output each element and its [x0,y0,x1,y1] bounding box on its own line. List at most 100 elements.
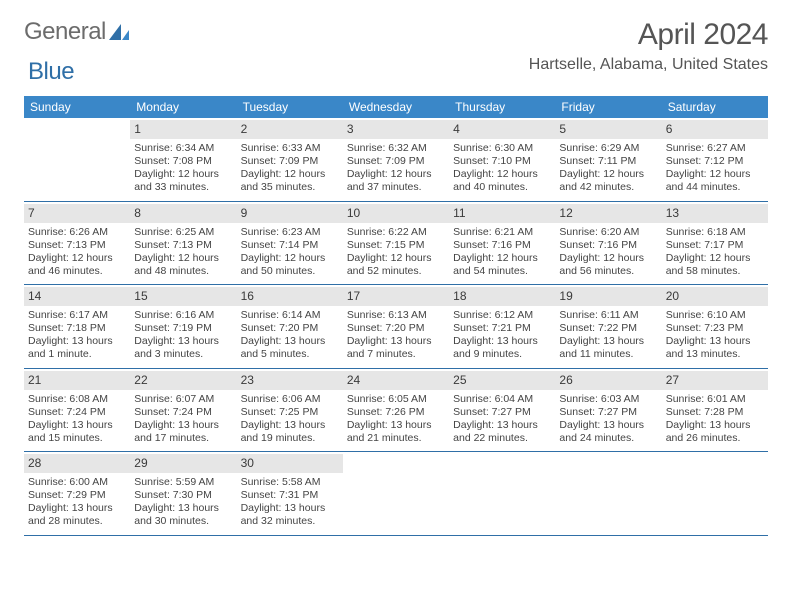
sunrise-text: Sunrise: 6:10 AM [666,309,764,322]
day-cell: 11Sunrise: 6:21 AMSunset: 7:16 PMDayligh… [449,202,555,285]
day-cell: 28Sunrise: 6:00 AMSunset: 7:29 PMDayligh… [24,452,130,535]
day-number: 20 [662,287,768,306]
daylight-text: Daylight: 12 hours and 50 minutes. [241,252,339,278]
day-cell [555,452,661,535]
sunset-text: Sunset: 7:09 PM [241,155,339,168]
sunset-text: Sunset: 7:17 PM [666,239,764,252]
day-number: 13 [662,204,768,223]
week-row: 14Sunrise: 6:17 AMSunset: 7:18 PMDayligh… [24,285,768,369]
sunrise-text: Sunrise: 6:29 AM [559,142,657,155]
daylight-text: Daylight: 12 hours and 54 minutes. [453,252,551,278]
day-number: 9 [237,204,343,223]
daylight-text: Daylight: 13 hours and 32 minutes. [241,502,339,528]
sunset-text: Sunset: 7:10 PM [453,155,551,168]
day-cell: 19 Sunrise: 6:11 AMSunset: 7:22 PMDayligh… [555,285,661,368]
daylight-text: Daylight: 13 hours and 15 minutes. [28,419,126,445]
day-cell: 25Sunrise: 6:04 AMSunset: 7:27 PMDayligh… [449,369,555,452]
sunrise-text: Sunrise: 6:20 AM [559,226,657,239]
sunrise-text: Sunrise: 6:25 AM [134,226,232,239]
daylight-text: Daylight: 13 hours and 19 minutes. [241,419,339,445]
sunset-text: Sunset: 7:24 PM [134,406,232,419]
sunset-text: Sunset: 7:23 PM [666,322,764,335]
day-cell: 5Sunrise: 6:29 AMSunset: 7:11 PMDaylight… [555,118,661,201]
week-row: 28Sunrise: 6:00 AMSunset: 7:29 PMDayligh… [24,452,768,536]
daylight-text: Daylight: 13 hours and 21 minutes. [347,419,445,445]
sunrise-text: Sunrise: 6:08 AM [28,393,126,406]
day-number: 25 [449,371,555,390]
day-number: 1 [130,120,236,139]
sunset-text: Sunset: 7:11 PM [559,155,657,168]
day-number: 12 [555,204,661,223]
daylight-text: Daylight: 13 hours and 28 minutes. [28,502,126,528]
day-cell: 21Sunrise: 6:08 AMSunset: 7:24 PMDayligh… [24,369,130,452]
day-cell: 4Sunrise: 6:30 AMSunset: 7:10 PMDaylight… [449,118,555,201]
sunset-text: Sunset: 7:25 PM [241,406,339,419]
weekday-label: Monday [130,96,236,118]
sunrise-text: Sunrise: 6:23 AM [241,226,339,239]
daylight-text: Daylight: 13 hours and 11 minutes. [559,335,657,361]
day-number: 8 [130,204,236,223]
day-number: 18 [449,287,555,306]
daylight-text: Daylight: 13 hours and 5 minutes. [241,335,339,361]
weeks-container: 1Sunrise: 6:34 AMSunset: 7:08 PMDaylight… [24,118,768,536]
weekday-label: Thursday [449,96,555,118]
day-number: 5 [555,120,661,139]
sunset-text: Sunset: 7:16 PM [559,239,657,252]
weekday-header: Sunday Monday Tuesday Wednesday Thursday… [24,96,768,118]
sunset-text: Sunset: 7:16 PM [453,239,551,252]
day-number: 7 [24,204,130,223]
daylight-text: Daylight: 13 hours and 9 minutes. [453,335,551,361]
sunrise-text: Sunrise: 6:01 AM [666,393,764,406]
daylight-text: Daylight: 12 hours and 44 minutes. [666,168,764,194]
day-cell: 17Sunrise: 6:13 AMSunset: 7:20 PMDayligh… [343,285,449,368]
day-cell: 3Sunrise: 6:32 AMSunset: 7:09 PMDaylight… [343,118,449,201]
daylight-text: Daylight: 13 hours and 26 minutes. [666,419,764,445]
sunrise-text: Sunrise: 6:11 AM [559,309,657,322]
sunset-text: Sunset: 7:24 PM [28,406,126,419]
sail-icon [108,23,130,41]
daylight-text: Daylight: 13 hours and 30 minutes. [134,502,232,528]
sunset-text: Sunset: 7:31 PM [241,489,339,502]
daylight-text: Daylight: 12 hours and 35 minutes. [241,168,339,194]
logo-word-2: Blue [28,58,74,86]
day-number: 14 [24,287,130,306]
weekday-label: Sunday [24,96,130,118]
day-number: 19 [555,287,661,306]
day-cell [343,452,449,535]
daylight-text: Daylight: 12 hours and 58 minutes. [666,252,764,278]
day-cell: 1Sunrise: 6:34 AMSunset: 7:08 PMDaylight… [130,118,236,201]
sunrise-text: Sunrise: 6:22 AM [347,226,445,239]
sunrise-text: Sunrise: 6:13 AM [347,309,445,322]
sunset-text: Sunset: 7:22 PM [559,322,657,335]
day-number: 22 [130,371,236,390]
sunset-text: Sunset: 7:28 PM [666,406,764,419]
day-number: 28 [24,454,130,473]
sunset-text: Sunset: 7:15 PM [347,239,445,252]
day-cell [662,452,768,535]
day-cell: 27Sunrise: 6:01 AMSunset: 7:28 PMDayligh… [662,369,768,452]
daylight-text: Daylight: 12 hours and 40 minutes. [453,168,551,194]
day-cell: 16Sunrise: 6:14 AMSunset: 7:20 PMDayligh… [237,285,343,368]
day-cell: 30Sunrise: 5:58 AMSunset: 7:31 PMDayligh… [237,452,343,535]
location-text: Hartselle, Alabama, United States [529,56,768,74]
day-number: 17 [343,287,449,306]
sunrise-text: Sunrise: 6:14 AM [241,309,339,322]
sunset-text: Sunset: 7:29 PM [28,489,126,502]
daylight-text: Daylight: 13 hours and 1 minute. [28,335,126,361]
weekday-label: Tuesday [237,96,343,118]
daylight-text: Daylight: 13 hours and 22 minutes. [453,419,551,445]
day-number: 2 [237,120,343,139]
daylight-text: Daylight: 12 hours and 48 minutes. [134,252,232,278]
sunset-text: Sunset: 7:09 PM [347,155,445,168]
weekday-label: Saturday [662,96,768,118]
day-cell: 7Sunrise: 6:26 AMSunset: 7:13 PMDaylight… [24,202,130,285]
calendar: Sunday Monday Tuesday Wednesday Thursday… [24,96,768,536]
day-number: 24 [343,371,449,390]
day-cell [449,452,555,535]
sunrise-text: Sunrise: 6:07 AM [134,393,232,406]
sunset-text: Sunset: 7:30 PM [134,489,232,502]
weekday-label: Wednesday [343,96,449,118]
page-title: April 2024 [529,18,768,52]
sunrise-text: Sunrise: 6:04 AM [453,393,551,406]
day-number: 29 [130,454,236,473]
